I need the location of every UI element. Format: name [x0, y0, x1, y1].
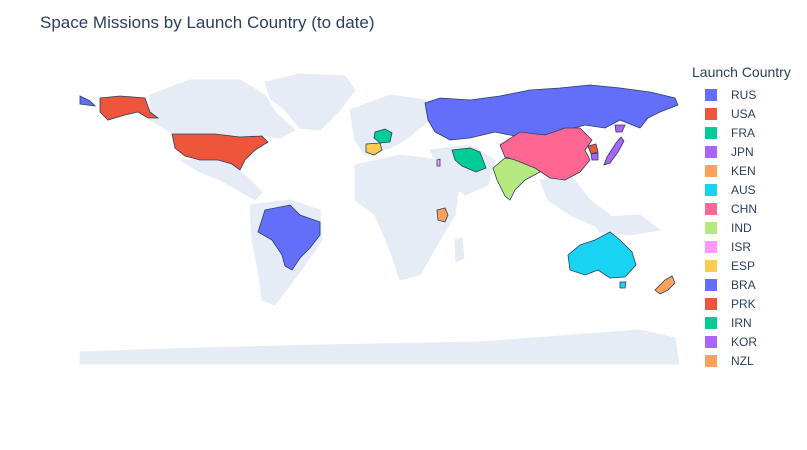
legend-item-isr[interactable]: ISR	[692, 237, 802, 256]
country-prk	[587, 143, 599, 155]
legend-label: IRN	[731, 315, 752, 330]
legend-label: NZL	[731, 353, 754, 368]
country-jpn	[603, 136, 625, 166]
land-central-america	[178, 159, 263, 201]
legend-label: ESP	[731, 258, 756, 273]
legend-item-kor[interactable]: KOR	[692, 332, 802, 351]
legend-label: AUS	[731, 182, 756, 197]
legend-swatch	[705, 354, 717, 367]
legend-swatch	[705, 183, 717, 196]
legend-swatch	[705, 297, 717, 310]
chart-title: Space Missions by Launch Country (to dat…	[40, 13, 375, 32]
country-usa-alaska	[99, 95, 160, 121]
legend-label: PRK	[731, 296, 756, 311]
legend-swatch	[705, 145, 717, 158]
legend-swatch	[705, 221, 717, 234]
legend-swatch	[705, 202, 717, 215]
land-madagascar	[454, 237, 465, 263]
country-rus-alaska-tip	[79, 95, 97, 107]
legend-label: BRA	[731, 277, 756, 292]
land-canada	[149, 79, 296, 141]
country-esp	[365, 142, 383, 156]
legend-item-usa[interactable]: USA	[692, 104, 802, 123]
land-europe	[349, 94, 431, 156]
legend-label: USA	[731, 106, 756, 121]
land-greenland	[264, 73, 356, 131]
legend-item-chn[interactable]: CHN	[692, 199, 802, 218]
legend-item-irn[interactable]: IRN	[692, 313, 802, 332]
legend-item-jpn[interactable]: JPN	[692, 142, 802, 161]
legend: Launch Country RUS USA FRA JPN KEN AUS CHN IND I…	[692, 64, 802, 370]
legend-label: IND	[731, 220, 752, 235]
legend-item-aus[interactable]: AUS	[692, 180, 802, 199]
legend-item-fra[interactable]: FRA	[692, 123, 802, 142]
country-bra	[257, 204, 321, 271]
legend-item-nzl[interactable]: NZL	[692, 351, 802, 370]
legend-item-ken[interactable]: KEN	[692, 161, 802, 180]
land-africa	[354, 154, 461, 281]
legend-label: CHN	[731, 201, 757, 216]
country-aus	[567, 231, 637, 279]
land-antarctica	[79, 329, 680, 365]
countries	[79, 84, 679, 295]
legend-label: FRA	[731, 125, 755, 140]
legend-item-prk[interactable]: PRK	[692, 294, 802, 313]
base-land	[79, 73, 680, 365]
legend-title: Launch Country	[692, 64, 791, 80]
legend-swatch	[705, 107, 717, 120]
legend-swatch	[705, 335, 717, 348]
country-jpn-north	[614, 124, 626, 133]
legend-swatch	[705, 164, 717, 177]
legend-swatch	[705, 278, 717, 291]
country-kor	[590, 152, 599, 161]
country-isr	[436, 158, 441, 167]
country-chn	[499, 127, 593, 181]
legend-swatch	[705, 88, 717, 101]
legend-item-esp[interactable]: ESP	[692, 256, 802, 275]
legend-label: KOR	[731, 334, 758, 349]
legend-item-ind[interactable]: IND	[692, 218, 802, 237]
country-fra	[373, 128, 393, 144]
legend-label: KEN	[731, 163, 756, 178]
legend-swatch	[705, 240, 717, 253]
legend-item-bra[interactable]: BRA	[692, 275, 802, 294]
country-usa	[171, 133, 269, 171]
country-rus	[424, 84, 679, 141]
legend-swatch	[705, 316, 717, 329]
country-irn	[451, 147, 487, 173]
legend-label: ISR	[731, 239, 752, 254]
legend-swatch	[705, 259, 717, 272]
country-aus-tas	[619, 281, 627, 289]
legend-item-rus[interactable]: RUS	[692, 85, 802, 104]
country-ken	[436, 207, 449, 223]
legend-label: RUS	[731, 87, 757, 102]
legend-label: JPN	[731, 144, 754, 159]
legend-swatch	[705, 126, 717, 139]
land-islands	[589, 214, 662, 236]
country-nzl	[654, 275, 676, 295]
legend-items: RUS USA FRA JPN KEN AUS CHN IND ISR ESP BRA PRK IRN K…	[692, 85, 802, 370]
